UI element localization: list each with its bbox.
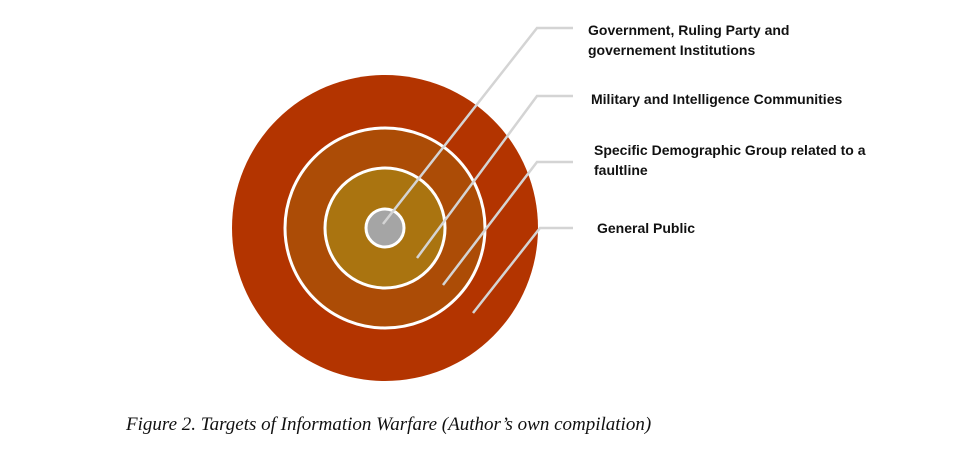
demographic-label: Specific Demographic Group related to a … <box>594 140 866 180</box>
demographic-label-line-1: Specific Demographic Group related to a <box>594 142 866 158</box>
military-leader-line <box>415 94 573 259</box>
demographic-label-line-2: faultline <box>594 162 648 178</box>
general-public-leader-line <box>472 226 573 314</box>
figure-caption: Figure 2. Targets of Information Warfare… <box>126 414 652 435</box>
general-public-label: General Public <box>597 218 695 238</box>
government-leader-line <box>382 26 573 225</box>
government-label: Government, Ruling Party and governement… <box>588 20 789 60</box>
military-label-line-1: Military and Intelligence Communities <box>591 91 843 107</box>
government-label-line-2: governement Institutions <box>588 42 756 58</box>
general-public-label-line-1: General Public <box>597 220 696 236</box>
military-label: Military and Intelligence Communities <box>591 89 842 109</box>
government-core-circle <box>364 207 406 249</box>
concentric-targets-diagram <box>232 26 573 381</box>
demographic-leader-line <box>442 160 573 286</box>
government-label-line-1: Government, Ruling Party and <box>588 22 790 38</box>
